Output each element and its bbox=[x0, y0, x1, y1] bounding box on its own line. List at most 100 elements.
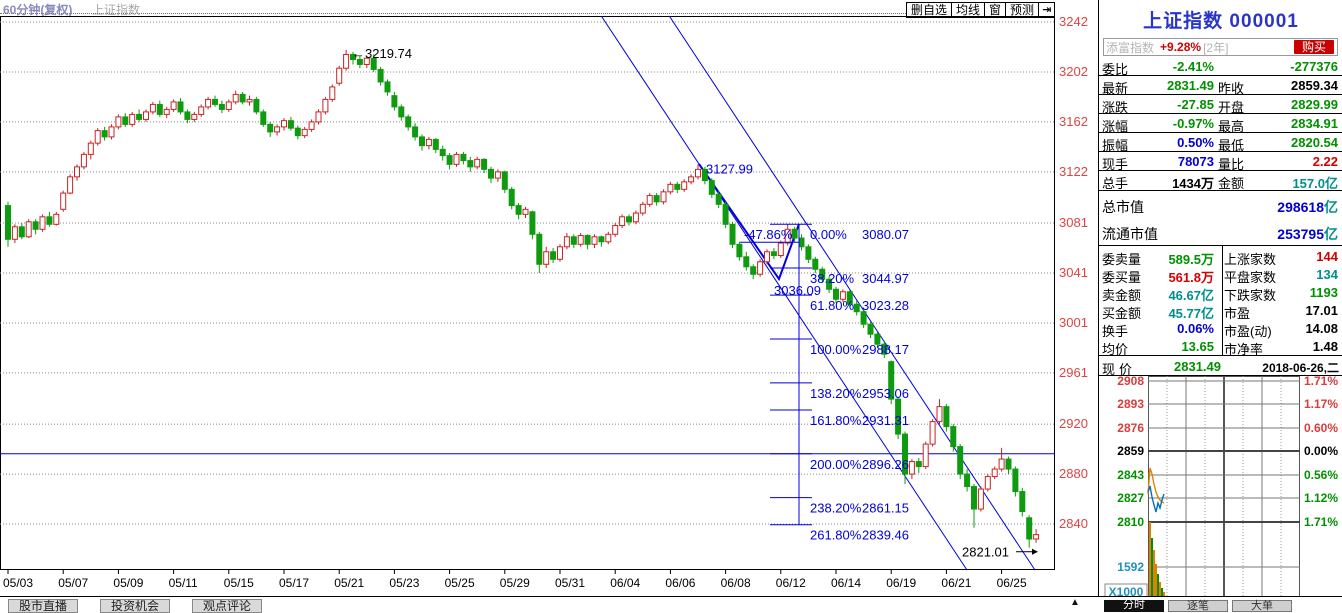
candle bbox=[598, 235, 605, 247]
candle bbox=[391, 91, 398, 111]
stat-value: 561.8万 bbox=[1168, 270, 1214, 285]
candle bbox=[260, 109, 267, 127]
stat-label: 开盘 bbox=[1218, 100, 1245, 115]
stat-label: 均价 bbox=[1102, 342, 1129, 357]
unit-label: 亿 bbox=[1324, 199, 1338, 215]
candle bbox=[122, 113, 129, 127]
candle bbox=[791, 226, 798, 242]
candle bbox=[384, 79, 391, 96]
swing-low-label: 3036.09 bbox=[774, 283, 821, 298]
candle bbox=[205, 96, 212, 110]
x-axis-label: 06/12 bbox=[776, 576, 806, 590]
forecast-button[interactable]: 预测 bbox=[1006, 2, 1040, 18]
mini-volume-bar bbox=[1151, 538, 1153, 596]
candle bbox=[936, 399, 943, 425]
candle bbox=[874, 331, 881, 348]
candle bbox=[757, 259, 764, 277]
candle bbox=[770, 248, 777, 260]
mini-volume-bar bbox=[1163, 592, 1165, 596]
candle bbox=[25, 219, 32, 239]
quote-row: 总手 1434万 金额 157.0亿 bbox=[1098, 171, 1342, 191]
current-price-value: 2831.49 bbox=[1174, 359, 1221, 374]
current-price-row: 现价 2831.49 2018-06-26,二 bbox=[1098, 357, 1342, 377]
candle bbox=[398, 104, 405, 121]
candle bbox=[80, 151, 87, 170]
fib-price-label: 2953.06 bbox=[862, 386, 909, 401]
y-axis-label: 3122 bbox=[1059, 164, 1088, 179]
stat-value: 2820.54 bbox=[1291, 135, 1338, 150]
fib-pct-label: 100.00% bbox=[810, 342, 862, 357]
candle bbox=[32, 219, 39, 235]
stat-value: 253795 bbox=[1277, 226, 1324, 242]
candle bbox=[481, 158, 488, 174]
tab-stock-live[interactable]: 股市直播 bbox=[8, 599, 79, 613]
delete-watchlist-button[interactable]: 删自选 bbox=[906, 2, 953, 18]
tab-viewpoint[interactable]: 观点评论 bbox=[192, 599, 263, 613]
candle bbox=[550, 248, 557, 264]
candle bbox=[612, 223, 619, 237]
y-axis-label: 3041 bbox=[1059, 265, 1088, 280]
candle bbox=[474, 156, 481, 170]
intraday-mini-chart[interactable]: 2908 2893 2876 2859 2843 2827 2810 1592 1.71% 1.1… bbox=[1098, 375, 1342, 596]
mini-volume-bar bbox=[1149, 522, 1151, 596]
moving-average-button[interactable]: 均线 bbox=[952, 2, 986, 18]
tab-intraday[interactable]: 分时 bbox=[1104, 600, 1164, 612]
mini-left-label: 2859 bbox=[1117, 444, 1144, 458]
stat-label: 现手 bbox=[1102, 157, 1129, 172]
collapse-panel-icon[interactable]: ⇥ bbox=[1039, 2, 1056, 18]
x-axis-label: 06/04 bbox=[610, 576, 640, 590]
stat-value: 78073 bbox=[1177, 154, 1214, 169]
fund-name: 添富指数 bbox=[1106, 40, 1155, 55]
candle bbox=[343, 49, 350, 71]
float-cap-row: 流通市值 253795亿 bbox=[1098, 218, 1342, 245]
candle bbox=[950, 424, 957, 452]
window-button[interactable]: 窗 bbox=[985, 2, 1007, 18]
stat-label: 昨收 bbox=[1218, 81, 1245, 96]
stat-label: 最新 bbox=[1102, 81, 1129, 96]
candle bbox=[439, 145, 446, 161]
stat-label: 委卖量 bbox=[1102, 252, 1142, 267]
fund-promo-bar: 添富指数 +9.28% [2年] 购买 bbox=[1103, 38, 1338, 56]
candle bbox=[218, 100, 225, 114]
buy-button[interactable]: 购买 bbox=[1293, 40, 1334, 54]
stat-label: 量比 bbox=[1218, 157, 1245, 172]
candle bbox=[370, 54, 377, 72]
fib-pct-label: 138.20% bbox=[810, 386, 862, 401]
stat-value: 17.01 bbox=[1305, 303, 1338, 318]
stat-value: 157.0亿 bbox=[1292, 176, 1338, 191]
mini-left-label: 2876 bbox=[1117, 421, 1144, 435]
mini-volume-bar bbox=[1157, 574, 1159, 596]
tab-invest-opportunity[interactable]: 投资机会 bbox=[100, 599, 171, 613]
stat-label: 换手 bbox=[1102, 324, 1129, 339]
scroll-top-icon[interactable]: ▲ bbox=[1070, 597, 1080, 608]
x-axis-label: 06/08 bbox=[721, 576, 751, 590]
candle bbox=[991, 466, 998, 480]
candle bbox=[1012, 466, 1019, 497]
quote-row: 涨幅 -0.97% 最高 2834.91 bbox=[1098, 114, 1342, 134]
divider bbox=[1098, 190, 1342, 191]
x-axis-label: 05/09 bbox=[113, 576, 143, 590]
candle bbox=[736, 241, 743, 261]
fib-neg-pct-label: -47.86% bbox=[744, 227, 793, 242]
y-axis-label: 3202 bbox=[1059, 64, 1088, 79]
weibi-value: -2.41% bbox=[1172, 59, 1214, 74]
stat-value: 2829.99 bbox=[1291, 97, 1338, 112]
candlestick-chart[interactable]: 3242 3202 3162 3122 3081 3041 3001 2961 2920 2880… bbox=[0, 0, 1097, 596]
candle bbox=[177, 98, 184, 115]
candle bbox=[805, 244, 812, 264]
candle bbox=[239, 91, 246, 105]
stat-value: 1.48 bbox=[1312, 339, 1338, 354]
tab-big-orders[interactable]: 大单 bbox=[1232, 600, 1292, 612]
candle bbox=[329, 84, 336, 102]
mini-price-line bbox=[1147, 485, 1165, 513]
candle bbox=[977, 486, 984, 512]
detail-row: 委买量 561.8万 平盘家数 134 bbox=[1098, 265, 1342, 285]
stat-label: 总手 bbox=[1102, 176, 1129, 191]
tab-tick[interactable]: 逐笔 bbox=[1168, 600, 1228, 612]
candle bbox=[971, 484, 977, 528]
candle bbox=[494, 169, 501, 182]
x-axis-label: 05/25 bbox=[445, 576, 475, 590]
trend-line-upper[interactable] bbox=[600, 15, 968, 571]
stat-value: 589.5万 bbox=[1168, 252, 1214, 267]
x-axis-label: 05/23 bbox=[389, 576, 419, 590]
